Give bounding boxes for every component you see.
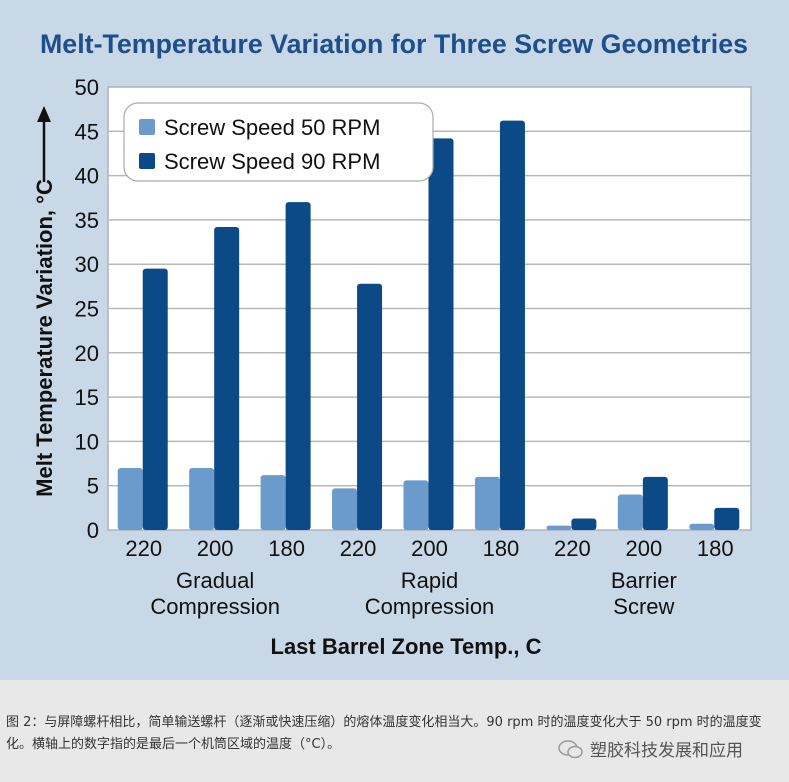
legend-label: Screw Speed 50 RPM	[164, 115, 380, 140]
group-label: Compression	[365, 594, 495, 619]
group-label: Screw	[613, 594, 674, 619]
y-tick-label: 30	[75, 252, 99, 277]
bar-50rpm	[332, 488, 358, 530]
bar-50rpm	[474, 476, 500, 530]
bar-chart: Melt-Temperature Variation for Three Scr…	[32, 29, 752, 659]
bar-90rpm	[499, 120, 525, 530]
bar-50rpm	[546, 525, 572, 530]
group-label: Compression	[150, 594, 280, 619]
group-label: Barrier	[611, 568, 677, 593]
group-label: Gradual	[176, 568, 254, 593]
bar-50rpm	[617, 494, 643, 530]
y-tick-label: 5	[87, 474, 99, 499]
bar-50rpm	[189, 467, 215, 530]
wechat-icon	[558, 739, 584, 759]
bar-90rpm	[714, 507, 740, 530]
y-axis-label: Melt Temperature Variation, °C	[32, 179, 57, 497]
legend-swatch	[139, 119, 155, 135]
y-axis-arrow-icon	[37, 106, 51, 122]
y-tick-label: 10	[75, 429, 99, 454]
x-tick-label: 220	[125, 536, 162, 561]
bar-90rpm	[571, 518, 597, 530]
y-tick-label: 15	[75, 385, 99, 410]
y-tick-label: 20	[75, 341, 99, 366]
y-tick-label: 40	[75, 164, 99, 189]
chart-title: Melt-Temperature Variation for Three Scr…	[40, 29, 748, 59]
x-tick-label: 200	[411, 536, 448, 561]
bar-90rpm	[357, 283, 383, 530]
watermark-text: 塑胶科技发展和应用	[590, 741, 743, 761]
bar-90rpm	[285, 202, 311, 530]
legend-swatch	[139, 153, 155, 169]
bar-50rpm	[117, 467, 143, 530]
y-tick-label: 35	[75, 208, 99, 233]
bar-90rpm	[214, 226, 240, 530]
y-tick-label: 25	[75, 297, 99, 322]
legend-box	[123, 102, 434, 182]
x-tick-label: 180	[483, 536, 520, 561]
y-tick-label: 50	[75, 75, 99, 100]
bar-90rpm	[428, 138, 454, 530]
bar-90rpm	[142, 268, 168, 530]
x-tick-label: 180	[697, 536, 734, 561]
figure-caption: 图 2：与屏障螺杆相比，简单输送螺杆（逐渐或快速压缩）的熔体温度变化相当大。90…	[6, 715, 762, 752]
watermark: 塑胶科技发展和应用	[558, 736, 743, 761]
bar-50rpm	[260, 475, 286, 530]
x-tick-label: 200	[625, 536, 662, 561]
bar-90rpm	[642, 476, 668, 530]
x-axis-label: Last Barrel Zone Temp., C	[271, 634, 542, 659]
y-tick-label: 45	[75, 119, 99, 144]
x-tick-label: 220	[554, 536, 591, 561]
group-label: Rapid	[401, 568, 458, 593]
legend-label: Screw Speed 90 RPM	[164, 149, 380, 174]
y-tick-label: 0	[87, 518, 99, 543]
bar-50rpm	[689, 523, 715, 530]
x-tick-label: 180	[268, 536, 305, 561]
x-tick-label: 200	[197, 536, 234, 561]
bar-50rpm	[403, 480, 429, 530]
chart-panel: Melt-Temperature Variation for Three Scr…	[0, 0, 789, 680]
x-tick-label: 220	[340, 536, 377, 561]
